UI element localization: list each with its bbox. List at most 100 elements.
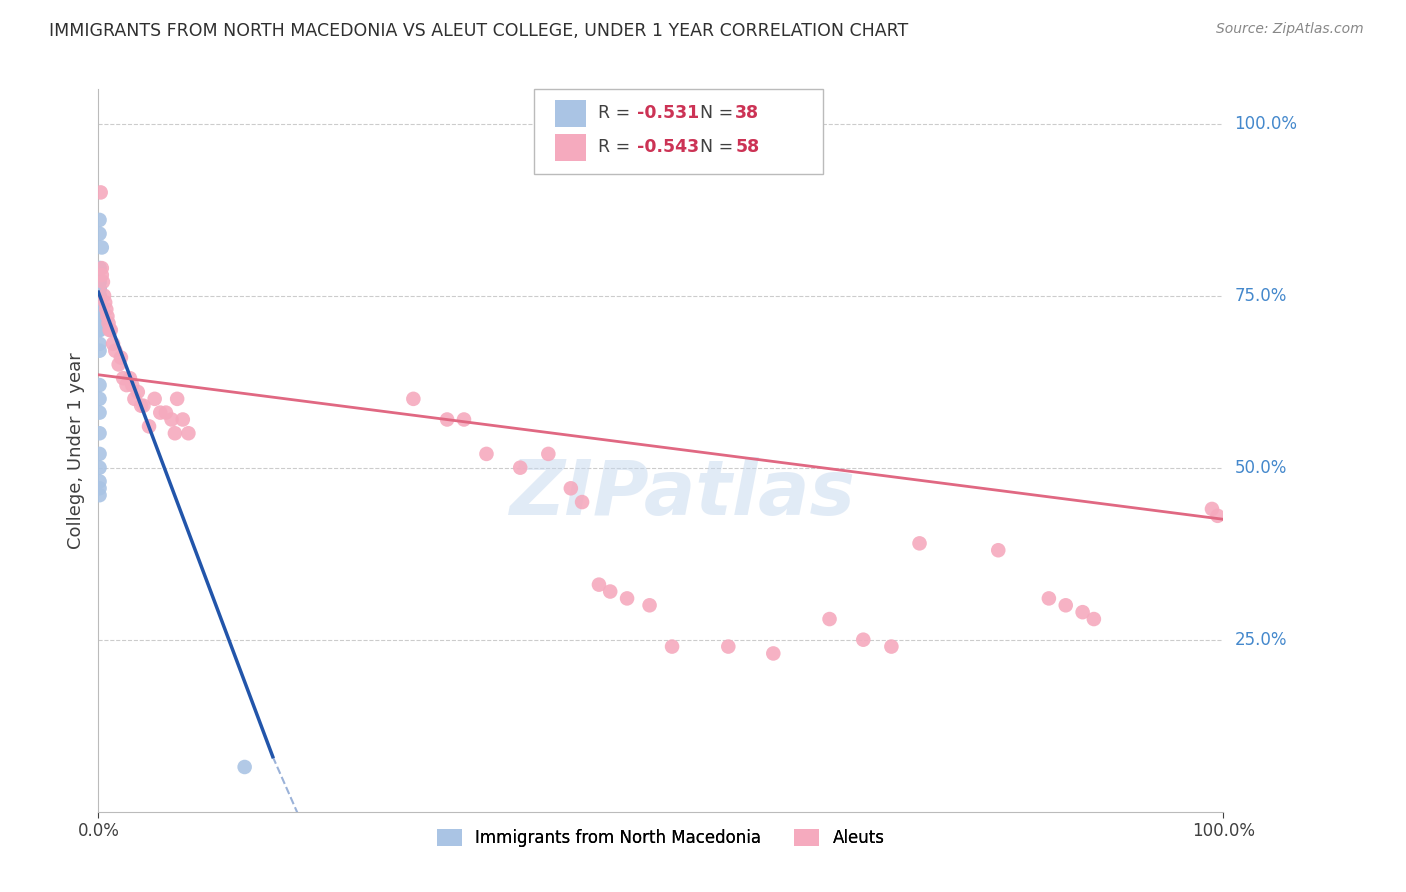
Text: N =: N = (689, 138, 738, 156)
Point (599, 584, 621, 599)
Point (89, 213, 111, 227)
Point (96, 302, 118, 317)
Text: 50.0%: 50.0% (1234, 458, 1286, 476)
Point (89, 488, 111, 502)
Text: Source: ZipAtlas.com: Source: ZipAtlas.com (1216, 22, 1364, 37)
Point (89, 302, 111, 317)
Point (89, 302, 111, 317)
Point (852, 632, 875, 647)
Point (166, 392, 188, 406)
Text: 58: 58 (735, 138, 759, 156)
Point (616, 591, 638, 606)
Point (89, 282, 111, 296)
Point (560, 481, 582, 495)
Point (101, 336, 124, 351)
Point (89, 261, 111, 276)
Point (89, 288, 111, 302)
Text: R =: R = (598, 104, 636, 122)
Point (1071, 605, 1094, 619)
Point (762, 647, 785, 661)
Point (638, 599, 661, 613)
Point (89, 406, 111, 420)
Text: 38: 38 (735, 104, 759, 122)
Point (1038, 591, 1060, 606)
Point (89, 288, 111, 302)
Point (100, 323, 122, 337)
Point (90, 261, 112, 276)
Point (98, 323, 121, 337)
Point (127, 384, 149, 399)
Point (89, 288, 111, 302)
Point (163, 426, 186, 441)
Point (89, 336, 111, 351)
Text: 75.0%: 75.0% (1234, 286, 1286, 305)
Point (124, 392, 146, 406)
Point (89, 295, 111, 310)
Point (89, 302, 111, 317)
Text: 100.0%: 100.0% (1234, 114, 1298, 133)
Point (89, 475, 111, 489)
Text: -0.543: -0.543 (637, 138, 699, 156)
Point (717, 640, 740, 654)
Point (89, 282, 111, 296)
Point (93, 288, 115, 302)
Point (89, 481, 111, 495)
Point (89, 302, 111, 317)
Point (89, 310, 111, 324)
Point (89, 378, 111, 392)
Point (149, 406, 172, 420)
Point (89, 227, 111, 241)
Text: N =: N = (689, 104, 738, 122)
Point (104, 343, 127, 358)
Point (143, 392, 166, 406)
Text: 25.0%: 25.0% (1234, 631, 1286, 648)
Point (94, 295, 117, 310)
Point (1083, 612, 1105, 626)
Point (89, 295, 111, 310)
Point (129, 399, 152, 413)
Point (453, 412, 475, 426)
Point (118, 371, 141, 385)
Point (509, 460, 531, 475)
Point (177, 426, 200, 441)
Text: IMMIGRANTS FROM NORTH MACEDONIA VS ALEUT COLLEGE, UNDER 1 YEAR CORRELATION CHART: IMMIGRANTS FROM NORTH MACEDONIA VS ALEUT… (49, 22, 908, 40)
Point (90, 186, 112, 200)
Point (1206, 508, 1229, 523)
Point (121, 378, 143, 392)
Point (110, 351, 132, 365)
Point (115, 378, 138, 392)
Legend: Immigrants from North Macedonia, Aleuts: Immigrants from North Macedonia, Aleuts (430, 822, 891, 854)
Point (89, 316, 111, 330)
Point (1201, 502, 1223, 516)
Point (89, 282, 111, 296)
Point (818, 612, 841, 626)
Point (89, 295, 111, 310)
Point (880, 640, 903, 654)
Point (138, 419, 160, 434)
Point (155, 406, 177, 420)
Text: ZIPatlas: ZIPatlas (510, 457, 856, 531)
Point (89, 392, 111, 406)
Point (89, 460, 111, 475)
Point (89, 426, 111, 441)
Point (90, 240, 112, 254)
Point (160, 412, 183, 426)
Point (402, 392, 425, 406)
Point (172, 412, 194, 426)
Text: -0.531: -0.531 (637, 104, 699, 122)
Point (436, 412, 458, 426)
Point (91, 275, 114, 289)
Point (908, 536, 931, 550)
Point (588, 577, 610, 591)
Point (132, 399, 155, 413)
Point (89, 261, 111, 276)
Point (537, 447, 560, 461)
Point (987, 543, 1010, 558)
Point (89, 323, 111, 337)
Point (107, 358, 129, 372)
Point (96, 310, 118, 324)
Point (89, 447, 111, 461)
Y-axis label: College, Under 1 year: College, Under 1 year (66, 352, 84, 549)
Point (90, 268, 112, 282)
Point (571, 495, 593, 509)
